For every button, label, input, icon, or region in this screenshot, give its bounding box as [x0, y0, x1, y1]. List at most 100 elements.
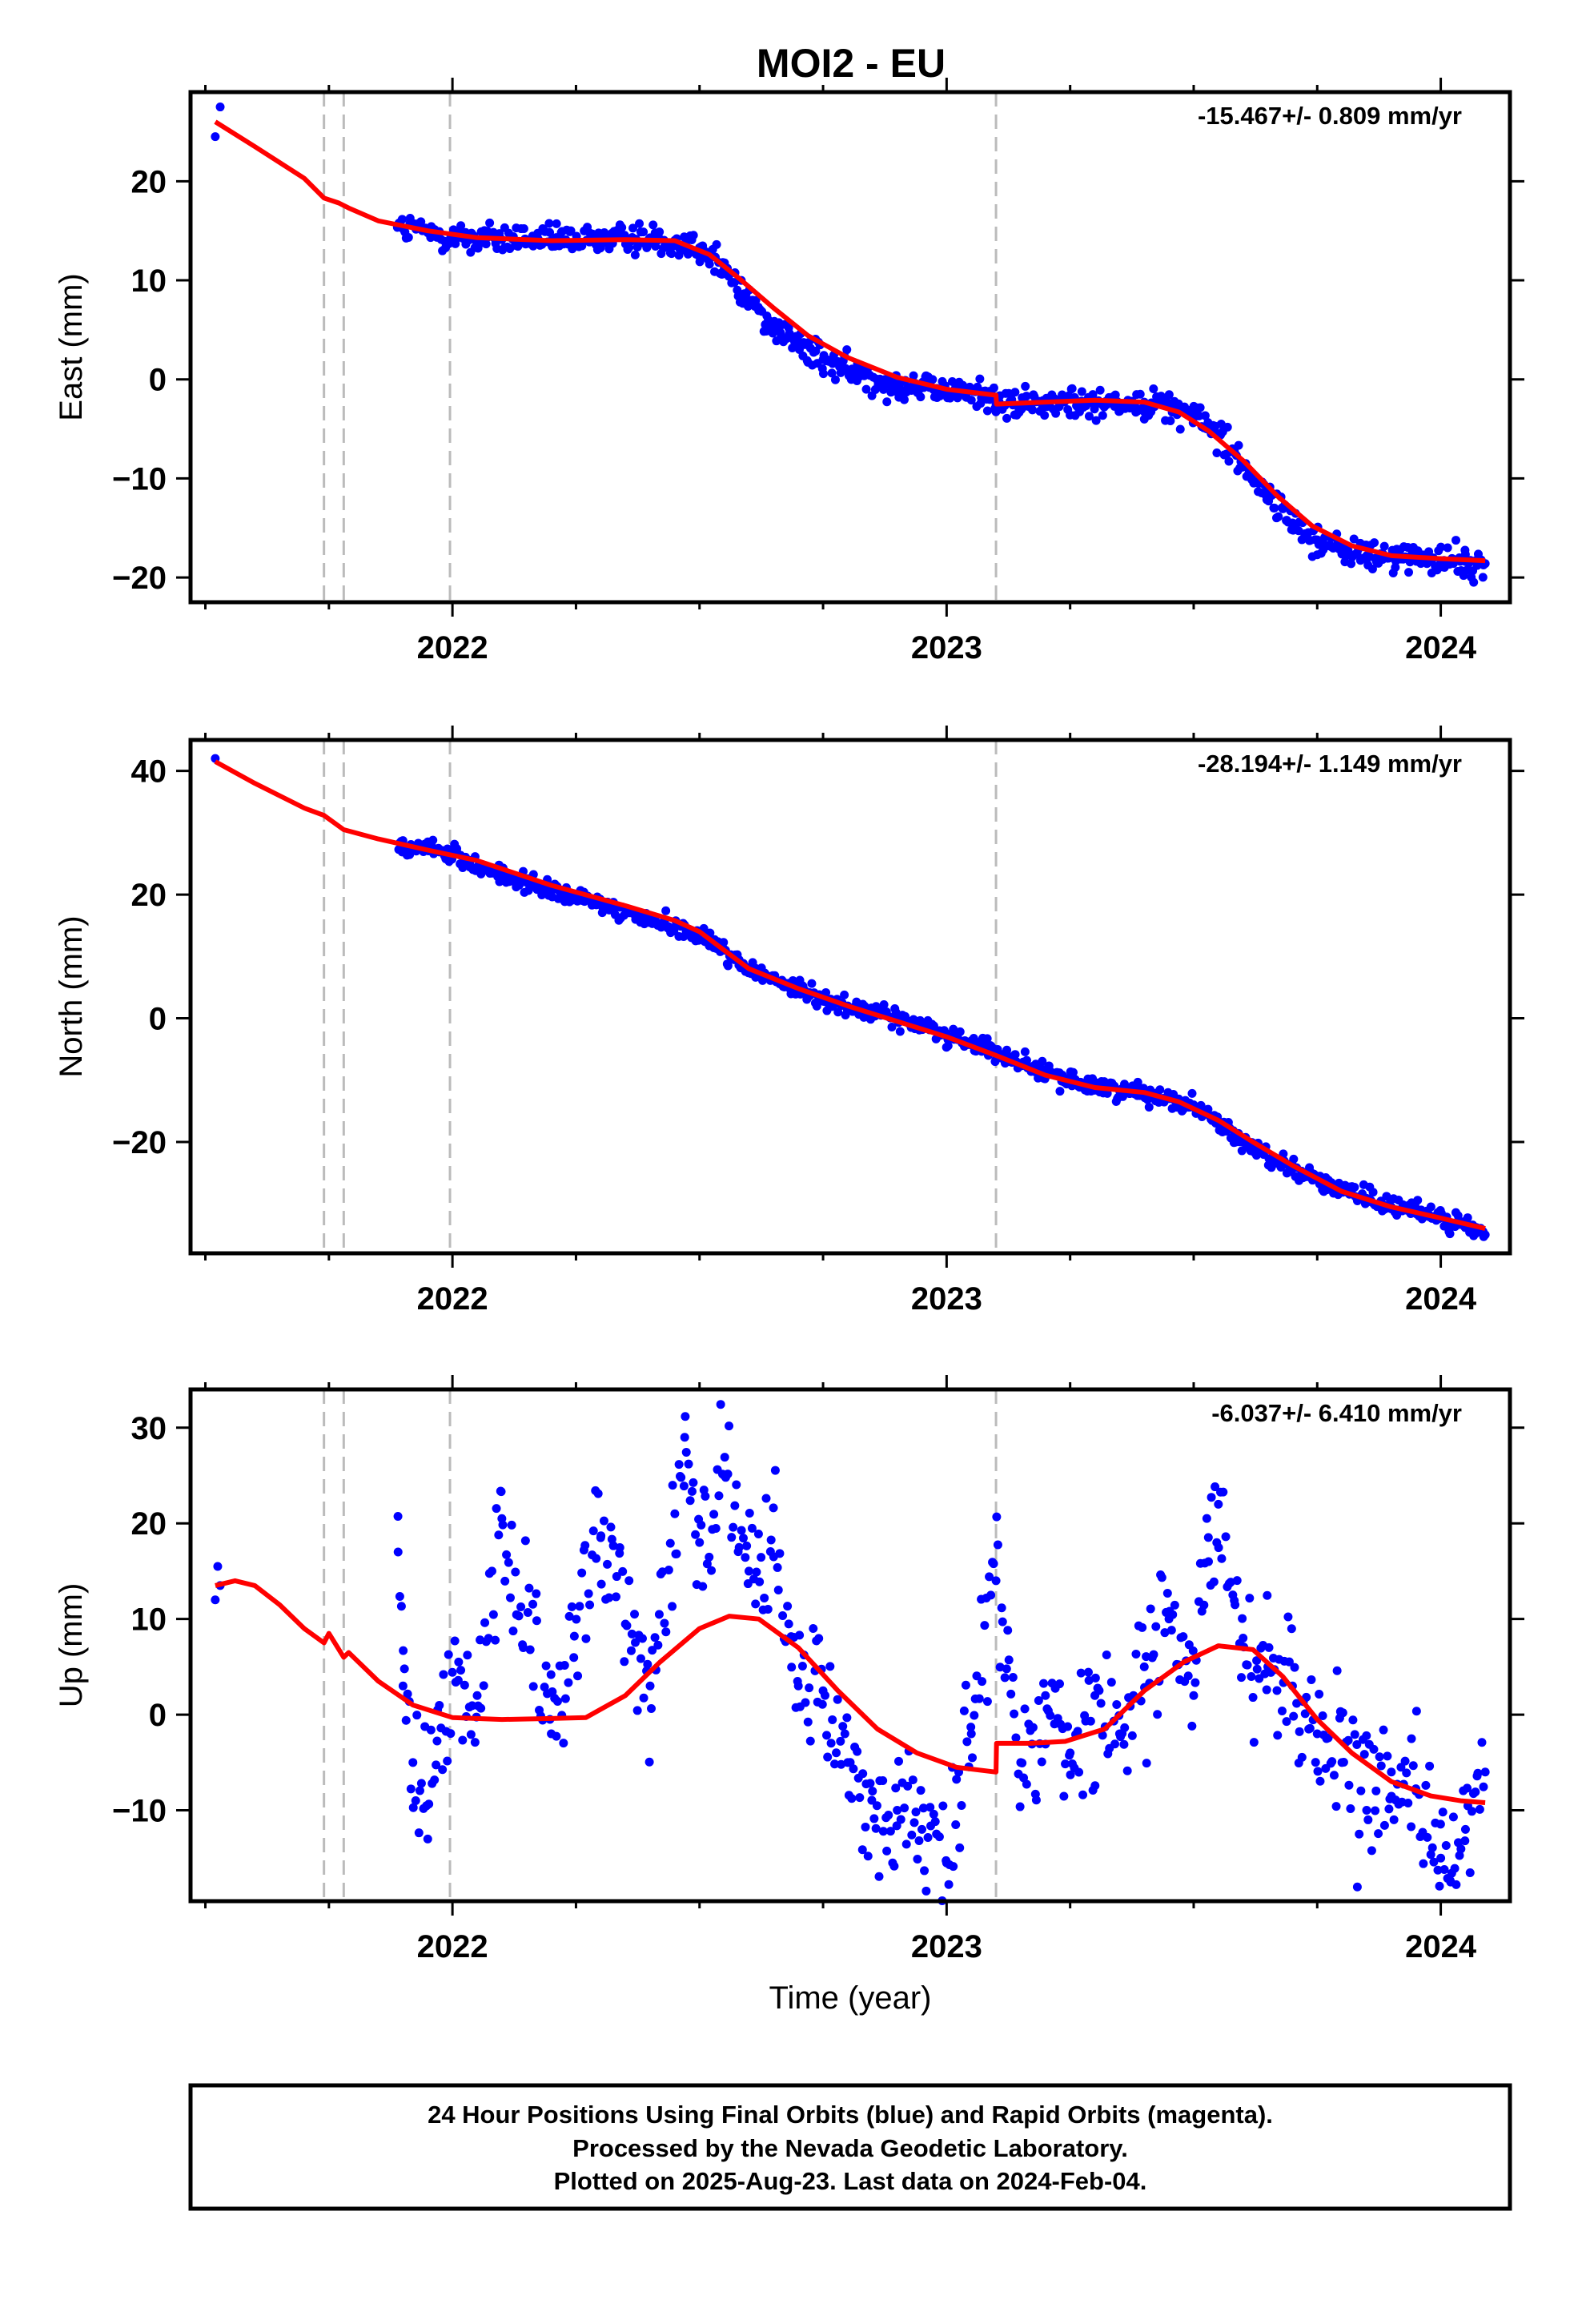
data-point — [955, 1027, 965, 1036]
data-point — [1292, 1699, 1302, 1708]
data-point — [584, 1589, 593, 1598]
data-point — [519, 224, 528, 234]
data-point — [560, 1660, 569, 1670]
data-point — [624, 1576, 634, 1586]
data-point — [985, 1572, 994, 1582]
data-point — [1305, 1723, 1315, 1733]
data-point — [863, 1852, 873, 1861]
data-point — [928, 375, 938, 384]
data-point — [949, 1862, 958, 1872]
data-point — [784, 1619, 793, 1629]
data-point — [622, 1621, 632, 1630]
plot-frame — [188, 738, 1512, 1256]
data-point — [1356, 1786, 1366, 1795]
data-point — [761, 1494, 771, 1503]
data-point — [1456, 1844, 1466, 1854]
data-point — [1371, 1806, 1380, 1815]
data-point — [635, 219, 644, 228]
x-tick-label: 2022 — [417, 1929, 488, 1964]
data-point — [742, 1541, 752, 1550]
data-point — [823, 1752, 833, 1762]
data-point — [874, 1872, 884, 1881]
data-point — [1473, 1768, 1483, 1778]
data-point — [817, 1699, 827, 1709]
data-point — [411, 1796, 420, 1806]
data-point — [1187, 1721, 1197, 1731]
data-point — [637, 1634, 647, 1643]
y-tick-label: 0 — [149, 1698, 167, 1733]
data-point — [398, 1681, 408, 1691]
x-tick-label: 2023 — [911, 1929, 982, 1964]
data-point — [1384, 1804, 1394, 1814]
plot-frame — [188, 1387, 1512, 1904]
data-point — [818, 369, 828, 379]
data-point — [1270, 503, 1279, 513]
data-point — [1343, 1735, 1353, 1745]
data-point — [1313, 1767, 1323, 1776]
data-point — [952, 1775, 962, 1784]
data-points — [211, 1400, 1490, 1905]
data-point — [989, 1559, 998, 1569]
data-point — [923, 1832, 933, 1842]
data-point — [1311, 1758, 1320, 1767]
data-point — [439, 1670, 448, 1679]
data-point — [805, 1683, 814, 1693]
data-point — [1006, 1689, 1016, 1699]
data-point — [650, 1633, 660, 1642]
data-point — [807, 979, 817, 988]
data-point — [1387, 1767, 1396, 1777]
data-point — [803, 1717, 813, 1727]
data-point — [1102, 1650, 1111, 1659]
data-point — [559, 1739, 568, 1748]
data-point — [1127, 1731, 1137, 1740]
data-point — [1245, 1594, 1255, 1603]
data-point — [211, 1595, 220, 1605]
data-point — [709, 1510, 719, 1519]
data-point — [1170, 1600, 1179, 1610]
data-point — [711, 1523, 721, 1533]
data-point — [618, 1566, 628, 1576]
data-point — [1480, 1767, 1490, 1777]
data-point — [1413, 1196, 1423, 1205]
data-point — [1379, 1820, 1389, 1830]
data-point — [907, 1830, 917, 1839]
data-point — [1436, 1853, 1446, 1863]
data-point — [972, 1671, 982, 1681]
data-point — [444, 1650, 453, 1659]
data-point — [1274, 512, 1283, 521]
model-line — [214, 119, 1486, 564]
data-point — [492, 1504, 501, 1514]
data-point — [1094, 1686, 1104, 1695]
data-point — [916, 1786, 926, 1795]
data-point — [1348, 1715, 1358, 1725]
data-point — [1460, 1824, 1470, 1834]
data-point — [833, 1695, 842, 1704]
data-point — [723, 1470, 733, 1479]
x-tick-label: 2023 — [911, 1281, 982, 1317]
y-tick-label: −10 — [112, 461, 167, 497]
data-point — [1146, 1604, 1155, 1614]
data-point — [1452, 1880, 1461, 1889]
data-point — [751, 1599, 761, 1609]
data-point — [567, 1602, 576, 1611]
data-point — [1369, 1744, 1379, 1754]
data-point — [889, 1861, 899, 1871]
data-point — [1238, 1614, 1247, 1623]
data-point — [540, 1683, 549, 1692]
data-point — [832, 1748, 841, 1758]
data-point — [1211, 1482, 1220, 1492]
data-point — [524, 1583, 534, 1593]
data-point — [481, 239, 491, 249]
data-point — [1149, 1650, 1158, 1659]
data-point — [1347, 559, 1356, 569]
y-tick-label: −10 — [112, 1794, 167, 1829]
data-point — [1367, 564, 1377, 573]
data-point — [1453, 1211, 1463, 1220]
data-point — [681, 1412, 690, 1421]
data-point — [1433, 1865, 1443, 1875]
panel-north: 2022 2023 2024 −20 0 20 40 North (mm) -28.194+/-… — [54, 726, 1524, 1317]
data-point — [727, 1533, 737, 1542]
data-point — [615, 1543, 624, 1553]
data-point — [689, 231, 698, 240]
data-point — [1248, 1693, 1258, 1703]
